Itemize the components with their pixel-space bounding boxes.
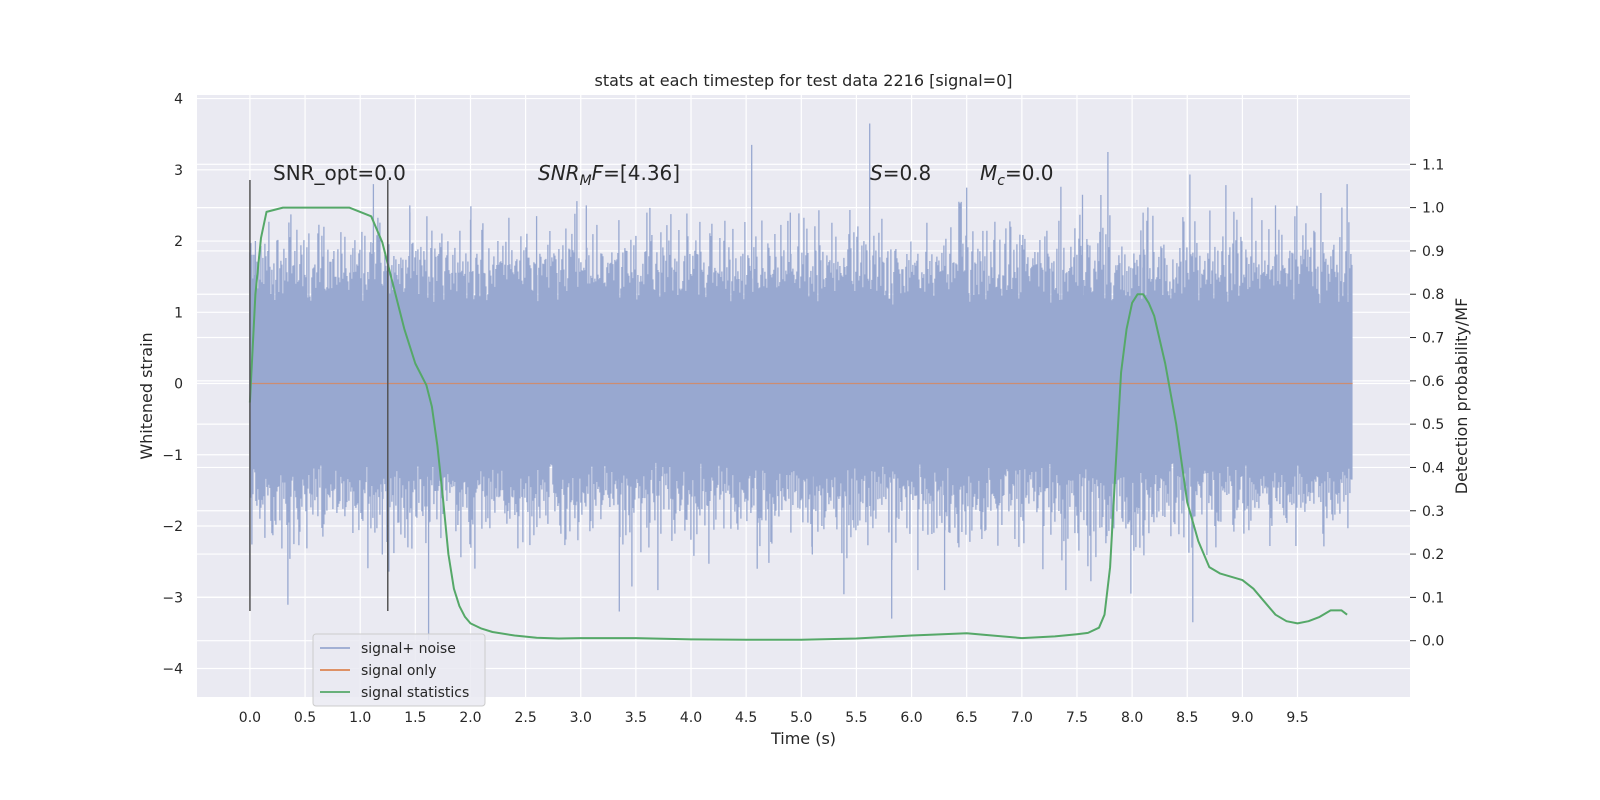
x-tick-label: 4.0 [680, 710, 702, 726]
x-tick-label: 3.5 [625, 710, 647, 726]
y2-tick-label: 1.0 [1422, 201, 1444, 217]
legend-label: signal only [361, 663, 436, 679]
x-tick-label: 9.5 [1286, 710, 1308, 726]
y2-tick-label: 0.9 [1422, 244, 1444, 260]
x-axis-label: Time (s) [770, 729, 836, 748]
x-tick-label: 0.0 [239, 710, 261, 726]
y-tick-label: 1 [174, 305, 183, 321]
x-axis-ticks: 0.0 0.5 1.0 1.5 2.0 2.5 3.0 3.5 4.0 4.5 5.0 5.5 6.0 6… [239, 710, 1309, 726]
x-tick-label: 6.0 [900, 710, 922, 726]
y-tick-label: −4 [162, 662, 183, 678]
y2-tick-label: 0.2 [1422, 547, 1444, 563]
y2-axis-ticks: 1.1 1.0 0.9 0.8 0.7 0.6 0.5 0.4 0.3 0.2 0.1 0.0 [1410, 157, 1444, 650]
y2-tick-label: 0.0 [1422, 634, 1444, 650]
y2-tick-label: 0.6 [1422, 374, 1444, 390]
y2-tick-label: 0.3 [1422, 504, 1444, 520]
x-tick-label: 0.5 [294, 710, 316, 726]
y-tick-label: 3 [174, 163, 183, 179]
x-tick-label: 4.5 [735, 710, 757, 726]
x-tick-label: 3.0 [570, 710, 592, 726]
y2-tick-label: 0.1 [1422, 590, 1444, 606]
x-tick-label: 5.5 [845, 710, 867, 726]
y-tick-label: 4 [174, 92, 183, 108]
legend: signal+ noise signal only signal statistic… [312, 633, 486, 707]
x-tick-label: 2.0 [459, 710, 481, 726]
legend-label: signal+ noise [361, 641, 456, 657]
y2-tick-label: 0.7 [1422, 331, 1444, 347]
y2-tick-label: 0.4 [1422, 460, 1444, 476]
event-markers [249, 180, 389, 611]
mc-annotation: Mc=0.0 [980, 161, 1054, 189]
legend-box [312, 633, 486, 707]
x-tick-label: 8.5 [1176, 710, 1198, 726]
x-tick-label: 6.5 [956, 710, 978, 726]
x-tick-label: 2.5 [514, 710, 536, 726]
y-tick-label: −2 [162, 519, 183, 535]
y2-tick-label: 1.1 [1422, 157, 1444, 173]
y2-axis-label: Detection probability/MF [1452, 298, 1471, 495]
signal-statistics-series [248, 206, 1348, 641]
y-axis-label: Whitened strain [137, 332, 156, 459]
snr-mf-annotation: SNRMF=[4.36] [538, 161, 680, 189]
y-tick-label: −1 [162, 448, 183, 464]
x-tick-label: 7.0 [1011, 710, 1033, 726]
signal-statistics-line [248, 206, 1348, 641]
y-tick-label: 0 [174, 377, 183, 393]
x-tick-label: 1.5 [404, 710, 426, 726]
legend-label: signal statistics [361, 685, 469, 701]
s-annotation: S=0.8 [870, 161, 931, 185]
y-tick-label: −3 [162, 590, 183, 606]
snr-opt-annotation: SNR_opt=0.0 [273, 161, 406, 185]
x-tick-label: 1.0 [349, 710, 371, 726]
x-tick-label: 8.0 [1121, 710, 1143, 726]
chart-title: stats at each timestep for test data 221… [594, 71, 1012, 90]
x-tick-label: 9.0 [1231, 710, 1253, 726]
x-tick-label: 7.5 [1066, 710, 1088, 726]
y2-tick-label: 0.8 [1422, 287, 1444, 303]
y-tick-label: 2 [174, 234, 183, 250]
y2-tick-label: 0.5 [1422, 417, 1444, 433]
x-tick-label: 5.0 [790, 710, 812, 726]
y-axis-ticks: 4 3 2 1 0 −1 −2 −3 −4 [162, 92, 183, 678]
